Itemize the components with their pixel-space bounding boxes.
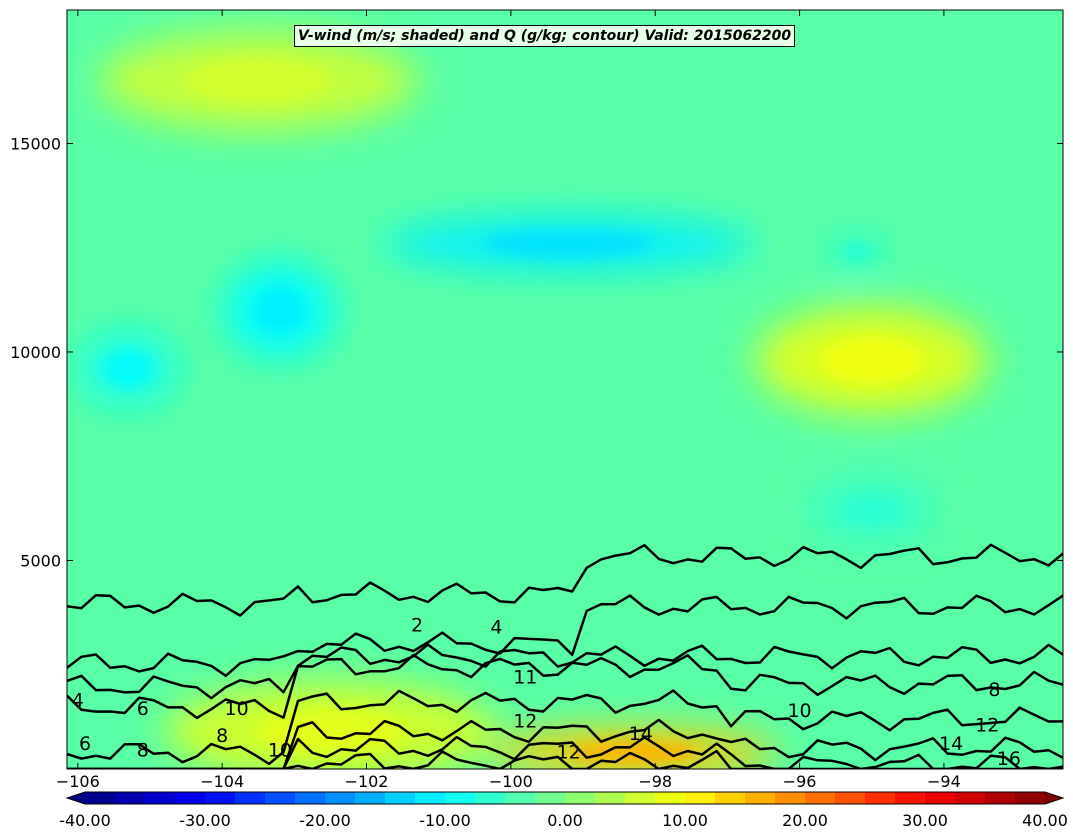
colorbar-bin: [235, 792, 266, 804]
contour-label: 12: [513, 710, 537, 732]
colorbar-extend-low: [67, 792, 85, 804]
colorbar-tick-label: 30.00: [902, 811, 948, 830]
colorbar-bin: [805, 792, 836, 804]
colorbar-bin: [685, 792, 716, 804]
x-tick-label: −106: [56, 772, 100, 791]
field-feature-core: [253, 287, 306, 333]
contour-line-2: [67, 543, 1063, 617]
colorbar-tick-label: 10.00: [662, 811, 708, 830]
contour-line-14: [67, 735, 1063, 769]
contour-label: 6: [137, 698, 149, 720]
colorbar-bin: [385, 792, 416, 804]
contour-line-8: [67, 653, 1063, 720]
x-tick-label: −98: [638, 772, 672, 791]
colorbar-bin: [265, 792, 296, 804]
colorbar-bin: [985, 792, 1016, 804]
colorbar-bin: [655, 792, 686, 804]
colorbar-bin: [1015, 792, 1046, 804]
y-axis: 5000 10000 15000: [10, 134, 1063, 570]
x-tick-label: −96: [783, 772, 817, 791]
x-tick-label: −94: [927, 772, 961, 791]
contour-label: 14: [629, 723, 653, 745]
colorbar-extend-high: [1045, 792, 1063, 804]
contour-label: 16: [997, 748, 1021, 770]
colorbar-tick-label: -40.00: [59, 811, 111, 830]
colorbar-bin: [145, 792, 176, 804]
y-tick-label: 10000: [10, 343, 61, 362]
colorbar-tick-label: -10.00: [419, 811, 471, 830]
colorbar-bin: [715, 792, 746, 804]
colorbar-bin: [955, 792, 986, 804]
colorbar-bin: [475, 792, 506, 804]
contour-label: 4: [490, 616, 502, 638]
contour-label: 12: [557, 742, 581, 764]
contour-label: 4: [72, 689, 84, 711]
contour-label: 10: [268, 739, 292, 761]
y-tick-label: 15000: [10, 134, 61, 153]
colorbar-tick-label: -30.00: [179, 811, 231, 830]
contour-line-4: [67, 594, 1063, 678]
colorbar-tick-label: 40.00: [1022, 811, 1068, 830]
x-axis: −106 −104 −102 −100 −98 −96 −94: [56, 10, 961, 791]
colorbar-bin: [175, 792, 206, 804]
contour-label: 8: [988, 679, 1000, 701]
colorbar-bin: [505, 792, 536, 804]
field-feature-core: [844, 246, 871, 258]
colorbar-bin: [895, 792, 926, 804]
shaded-field: [67, 10, 1063, 769]
field-feature-core: [842, 495, 901, 526]
contour-label: 11: [513, 667, 537, 689]
field-feature-core: [484, 230, 654, 257]
contour-line-6: [67, 643, 1063, 700]
colorbar-outline: [65, 791, 1065, 805]
contour-label: 2: [411, 614, 423, 636]
colorbar-bin: [565, 792, 596, 804]
colorbar-tick-label: -20.00: [299, 811, 351, 830]
field-feature-core: [186, 58, 330, 104]
colorbar-bin: [295, 792, 326, 804]
field-feature-core: [568, 741, 699, 764]
colorbar-bin: [625, 792, 656, 804]
contour-label: 10: [225, 698, 249, 720]
field-feature-core: [105, 351, 152, 386]
colorbar-bin: [355, 792, 386, 804]
colorbar-bin: [745, 792, 776, 804]
x-tick-label: −104: [200, 772, 244, 791]
colorbar-bin: [445, 792, 476, 804]
contour-label: 14: [939, 733, 963, 755]
colorbar-bin: [775, 792, 806, 804]
field-feature-core: [819, 335, 924, 385]
plot-frame: [66, 9, 1064, 770]
contour-line-10: [67, 689, 1063, 766]
contour-label: 8: [137, 739, 149, 761]
x-tick-label: −100: [489, 772, 533, 791]
chart-title: V-wind (m/s; shaded) and Q (g/kg; contou…: [294, 25, 796, 47]
contour-field: [67, 543, 1063, 769]
colorbar-bin: [205, 792, 236, 804]
colorbar-bin: [415, 792, 446, 804]
y-tick-label: 5000: [20, 551, 61, 570]
colorbar-bin: [835, 792, 866, 804]
colorbar-bin: [115, 792, 146, 804]
colorbar-bin: [535, 792, 566, 804]
contour-label: 6: [79, 733, 91, 755]
colorbar-bin: [85, 792, 116, 804]
contour-labels: 2 4 11 12 12 14 10 12 14 16 8 4 6 6 8 10 8 10: [72, 614, 1021, 769]
colorbar-tick-label: 0.00: [547, 811, 583, 830]
colorbar-tick-label: 20.00: [782, 811, 828, 830]
contour-label: 12: [975, 714, 999, 736]
colorbar: -40.00 -30.00 -20.00 -10.00 0.00 10.00 20.00 30…: [59, 791, 1068, 830]
contour-line-12: [67, 718, 1063, 769]
contour-line-16: [67, 749, 1063, 769]
contour-label: 8: [216, 725, 228, 747]
contour-label: 10: [787, 700, 811, 722]
x-tick-label: −102: [345, 772, 389, 791]
colorbar-bin: [595, 792, 626, 804]
colorbar-bin: [865, 792, 896, 804]
colorbar-bin: [325, 792, 356, 804]
colorbar-bin: [925, 792, 956, 804]
